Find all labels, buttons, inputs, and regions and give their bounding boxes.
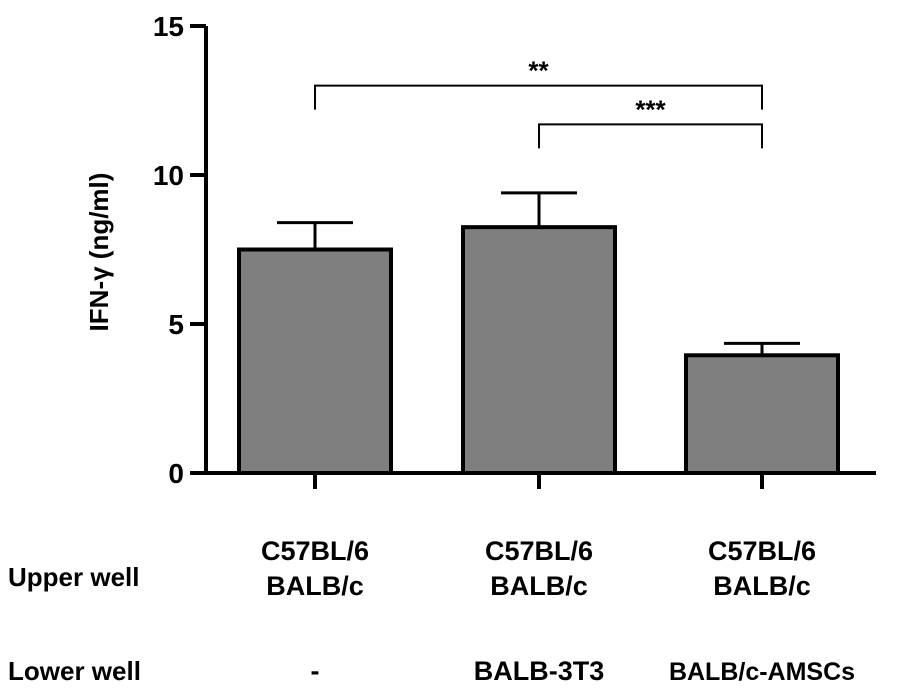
lower-well-label: - xyxy=(311,656,320,686)
y-tick-label: 10 xyxy=(153,160,184,191)
upper-well-label: C57BL/6 xyxy=(708,536,816,566)
upper-well-label: BALB/c xyxy=(713,571,811,601)
bars xyxy=(237,191,840,476)
bar xyxy=(461,225,617,475)
significance-bracket xyxy=(314,84,763,110)
upper-well-label: BALB/c xyxy=(266,571,364,601)
lower-well-row-label: Lower well xyxy=(8,656,141,686)
y-axis-label: IFN-γ (ng/ml) xyxy=(84,173,114,332)
significance-bracket xyxy=(538,123,763,149)
y-tick-label: 0 xyxy=(168,458,184,489)
bar xyxy=(237,247,393,475)
significance-label: ** xyxy=(528,56,549,86)
upper-well-row-label: Upper well xyxy=(8,562,139,592)
category-labels: Upper well Lower well C57BL/6 BALB/c C57BL/6… xyxy=(8,536,855,686)
y-tick-label: 5 xyxy=(168,309,184,340)
lower-well-label: BALB-3T3 xyxy=(474,656,605,686)
bar xyxy=(684,353,840,476)
lower-well-label: BALB/c-AMSCs xyxy=(669,658,855,686)
upper-well-label: C57BL/6 xyxy=(261,536,369,566)
significance-brackets: ***** xyxy=(314,56,763,149)
upper-well-label: C57BL/6 xyxy=(485,536,593,566)
significance-label: *** xyxy=(635,94,666,124)
y-tick-label: 15 xyxy=(153,11,184,42)
upper-well-label: BALB/c xyxy=(490,571,588,601)
